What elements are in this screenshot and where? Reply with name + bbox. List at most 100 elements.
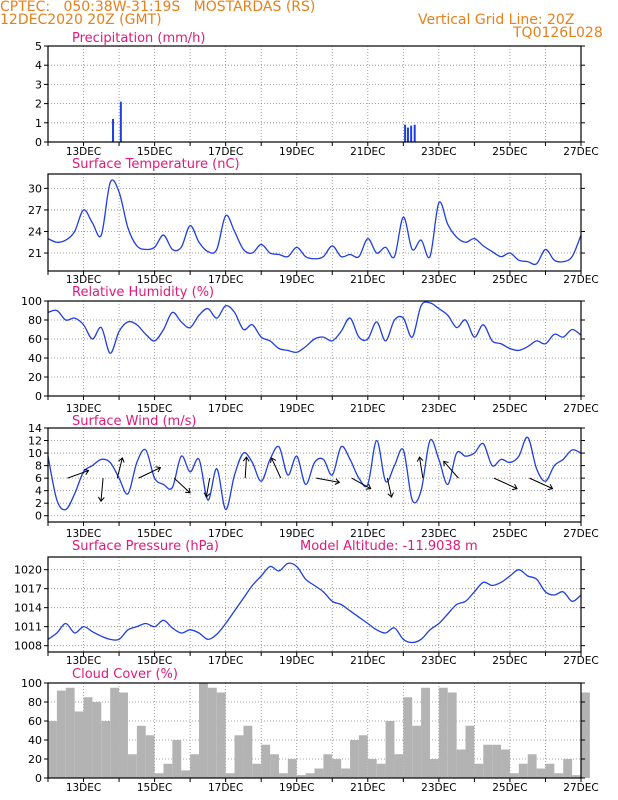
x-tick-label: 25DEC bbox=[492, 146, 527, 158]
x-tick-label: 25DEC bbox=[492, 403, 527, 415]
wind-arrow-head bbox=[185, 487, 191, 494]
x-tick-label: 27DEC bbox=[563, 528, 598, 540]
x-tick-label: 21DEC bbox=[350, 655, 385, 667]
cloud-cover-bar bbox=[56, 690, 66, 778]
cloud-cover-bar bbox=[554, 773, 564, 778]
cloud-cover-bar bbox=[190, 754, 200, 778]
cloud-cover-bar bbox=[278, 773, 288, 778]
y-tick-label: 5 bbox=[35, 40, 42, 53]
wind-arrow-head bbox=[416, 456, 424, 462]
cloud-cover-bar bbox=[110, 687, 120, 778]
wind-arrow-shaft bbox=[351, 477, 371, 490]
y-tick-label: 2 bbox=[35, 497, 42, 510]
x-tick-label: 23DEC bbox=[421, 528, 456, 540]
cloud-cover-bar bbox=[207, 687, 217, 778]
y-tick-label: 21 bbox=[28, 247, 42, 260]
panel-pressure: 1008 1011 1014 1017 1020 13DEC 15DEC 17DEC 19DEC… bbox=[14, 539, 599, 667]
cloud-cover-bar bbox=[367, 759, 377, 778]
x-tick-label: 17DEC bbox=[208, 655, 243, 667]
wind-arrow-shaft bbox=[419, 457, 424, 479]
wind-arrow-head bbox=[83, 468, 90, 475]
wind-arrow-shaft bbox=[138, 467, 161, 479]
cloud-cover-bar bbox=[181, 770, 191, 778]
wind-arrow-head bbox=[203, 492, 211, 498]
cloud-cover-bar bbox=[509, 773, 519, 778]
cloud-cover-bar bbox=[447, 692, 457, 778]
y-tick-label: 12 bbox=[28, 435, 42, 448]
cloud-cover-bar bbox=[136, 725, 146, 778]
cloud-cover-bar bbox=[376, 763, 386, 778]
cloud-cover-bar bbox=[527, 754, 537, 778]
cloud-cover-bar bbox=[518, 763, 528, 778]
cloud-cover-bar bbox=[350, 740, 359, 778]
y-tick-label: 80 bbox=[28, 314, 42, 327]
cloud-cover-bar bbox=[412, 725, 422, 778]
y-tick-label: 1020 bbox=[14, 564, 42, 577]
cloud-cover-bar bbox=[127, 754, 137, 778]
cloud-cover-bar bbox=[225, 773, 235, 778]
x-tick-label: 19DEC bbox=[279, 274, 314, 286]
header-model-id: TQ0126L028 bbox=[513, 25, 603, 41]
x-tick-label: 15DEC bbox=[137, 528, 172, 540]
y-tick-label: 40 bbox=[28, 734, 42, 747]
cloud-cover-bar bbox=[199, 683, 208, 778]
cloud-cover-bar bbox=[483, 744, 493, 778]
x-tick-label: 17DEC bbox=[208, 782, 243, 794]
cloud-cover-bar bbox=[83, 697, 93, 778]
x-tick-label: 19DEC bbox=[279, 655, 314, 667]
cloud-cover-bar bbox=[163, 763, 173, 778]
wind-arrow-shaft bbox=[100, 478, 104, 502]
x-tick-label: 21DEC bbox=[350, 146, 385, 158]
wind-arrow-shaft bbox=[316, 477, 340, 483]
wind-arrow-shaft bbox=[205, 478, 211, 498]
wind-arrow-head bbox=[512, 484, 518, 491]
cloud-cover-bar bbox=[101, 721, 111, 778]
wind-arrow-head bbox=[242, 456, 250, 462]
x-tick-label: 13DEC bbox=[66, 403, 101, 415]
cloud-cover-bar bbox=[492, 744, 502, 778]
panel-precipitation: 0 1 2 3 4 5 13DEC 15DEC 17DEC 19DEC 21DEC 23DEC 25DE… bbox=[35, 31, 599, 158]
cloud-cover-bar bbox=[456, 749, 466, 778]
cloud-cover-bar bbox=[243, 725, 253, 778]
cloud-cover-bar bbox=[421, 687, 430, 778]
x-tick-label: 27DEC bbox=[563, 146, 598, 158]
panel-temperature: 21 24 27 30 13DEC 15DEC 17DEC 19DEC 21DEC 23DEC 25… bbox=[28, 157, 599, 286]
x-tick-label: 19DEC bbox=[279, 782, 314, 794]
x-tick-label: 25DEC bbox=[492, 655, 527, 667]
y-tick-label: 1 bbox=[35, 117, 42, 130]
panel-frame bbox=[47, 556, 582, 653]
precip-bar bbox=[112, 118, 115, 142]
y-tick-label: 0 bbox=[35, 390, 42, 403]
x-tick-label: 13DEC bbox=[66, 274, 101, 286]
x-tick-label: 17DEC bbox=[208, 403, 243, 415]
cloud-cover-bar bbox=[154, 773, 164, 778]
cloud-cover-bar bbox=[145, 735, 155, 778]
cloud-cover-bar bbox=[341, 768, 351, 778]
y-tick-label: 20 bbox=[28, 753, 42, 766]
y-tick-label: 27 bbox=[28, 204, 42, 217]
x-tick-label: 15DEC bbox=[137, 146, 172, 158]
series-line-humidity bbox=[47, 301, 582, 354]
x-tick-label: 13DEC bbox=[66, 528, 101, 540]
x-tick-label: 17DEC bbox=[208, 528, 243, 540]
x-tick-label: 27DEC bbox=[563, 403, 598, 415]
cloud-cover-bar bbox=[474, 763, 484, 778]
cloud-cover-bar bbox=[216, 692, 226, 778]
cloud-cover-bar bbox=[48, 721, 57, 778]
y-tick-label: 1008 bbox=[14, 640, 42, 653]
x-tick-label: 19DEC bbox=[279, 146, 314, 158]
cloud-cover-bar bbox=[261, 744, 271, 778]
x-tick-label: 27DEC bbox=[563, 782, 598, 794]
y-tick-label: 100 bbox=[21, 295, 42, 308]
precip-bar bbox=[406, 127, 409, 142]
y-tick-label: 2 bbox=[35, 98, 42, 111]
wind-arrow-shaft bbox=[529, 477, 553, 490]
x-tick-label: 13DEC bbox=[66, 146, 101, 158]
panel-title: Cloud Cover (%) bbox=[72, 667, 178, 682]
y-tick-label: 1011 bbox=[14, 621, 42, 634]
x-tick-label: 19DEC bbox=[279, 403, 314, 415]
wind-arrow-shaft bbox=[271, 457, 282, 479]
